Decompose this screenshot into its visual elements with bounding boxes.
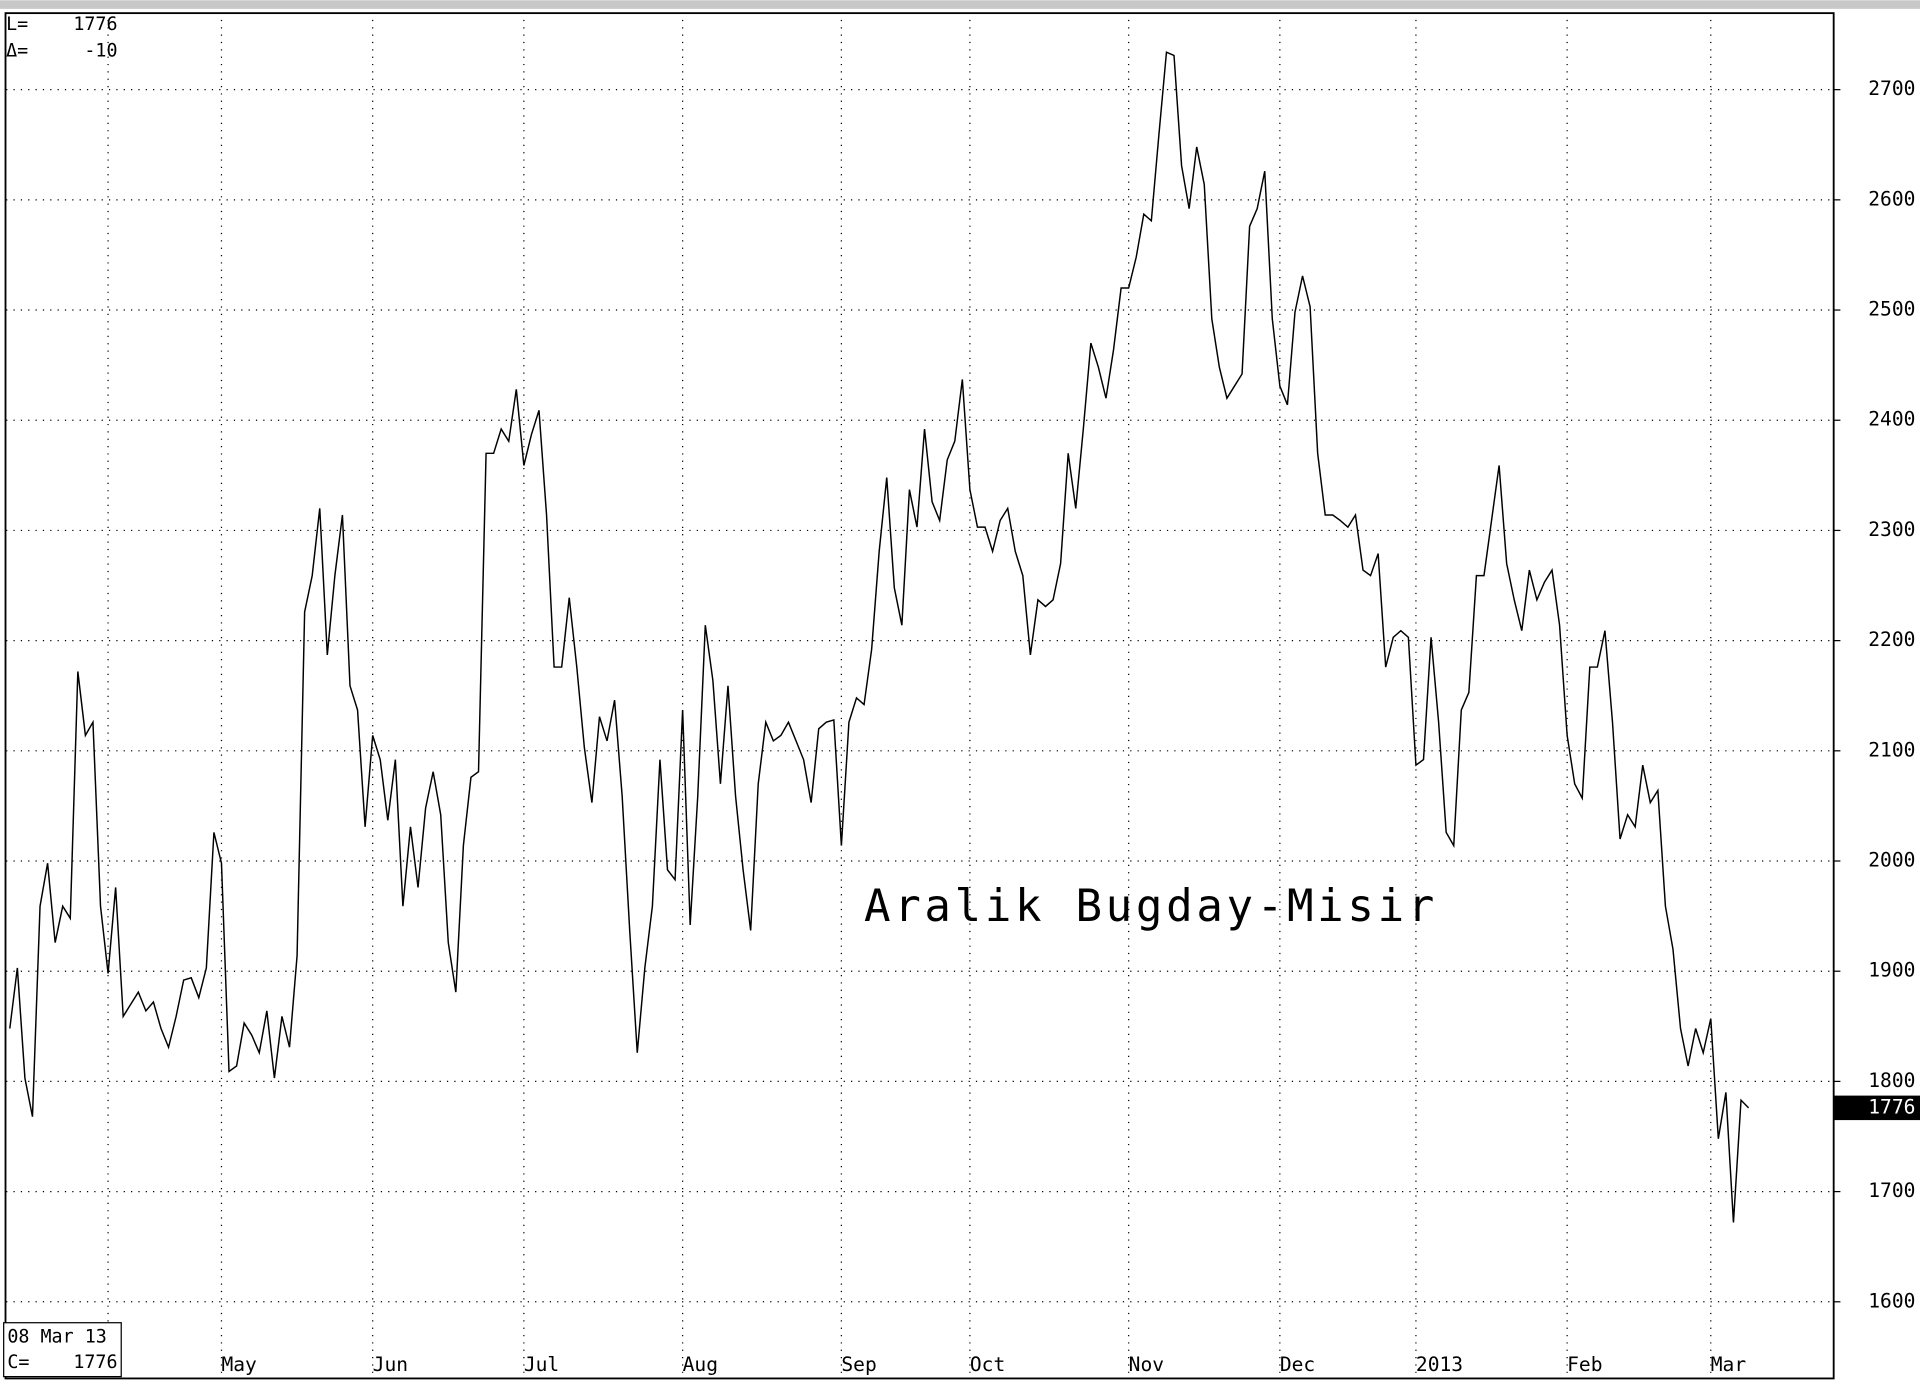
- y-tick-label: 1900: [1868, 959, 1915, 982]
- l-label: L=: [6, 14, 28, 35]
- delta-value: -10: [84, 41, 117, 62]
- x-tick-label: Sep: [841, 1353, 876, 1376]
- y-tick-label: 1800: [1868, 1069, 1915, 1092]
- x-tick-label: Oct: [970, 1353, 1005, 1376]
- footer-date: 08 Mar 13: [7, 1326, 106, 1347]
- x-tick-label: Aug: [683, 1353, 718, 1376]
- y-tick-label: 2500: [1868, 298, 1915, 321]
- y-tick-label: 1700: [1868, 1179, 1915, 1202]
- price-line: [9, 51, 1750, 1223]
- x-tick-label: May: [221, 1353, 257, 1376]
- c-value: 1776: [73, 1352, 117, 1373]
- x-labels: rMayJunJulAugSepOctNovDec2013FebMar: [108, 1353, 1746, 1376]
- top-bar: [0, 0, 1920, 9]
- x-tick-label: Jul: [524, 1353, 559, 1376]
- y-tick-label: 2700: [1868, 77, 1915, 100]
- chart-title: Aralik Bugday-Misir: [864, 881, 1438, 932]
- x-tick-label: Feb: [1567, 1353, 1602, 1376]
- y-tick-label: 2400: [1868, 408, 1915, 431]
- x-tick-label: Nov: [1129, 1353, 1164, 1376]
- x-tick-label: Jun: [373, 1353, 408, 1376]
- y-tick-label: 2300: [1868, 518, 1915, 541]
- info-box: [3, 1322, 122, 1378]
- y-tick-label: 2600: [1868, 187, 1915, 210]
- y-tick-label: 1600: [1868, 1289, 1915, 1312]
- x-tick-label: 2013: [1416, 1353, 1463, 1376]
- plot-frame: [4, 12, 1835, 1380]
- l-value: 1776: [73, 14, 117, 35]
- y-tick-label: 2200: [1868, 628, 1915, 651]
- marks: [9, 51, 1750, 1223]
- last-price-box: [1834, 1095, 1920, 1121]
- last-price-label: 1776: [1868, 1095, 1915, 1118]
- y-tick-label: 2000: [1868, 849, 1915, 872]
- y-tick-label: 2100: [1868, 738, 1915, 761]
- x-tick-label: Dec: [1280, 1353, 1315, 1376]
- x-tick-label: Mar: [1711, 1353, 1747, 1376]
- grid: [6, 12, 1841, 1378]
- c-label: C=: [7, 1352, 29, 1373]
- delta-label: Δ=: [6, 41, 28, 62]
